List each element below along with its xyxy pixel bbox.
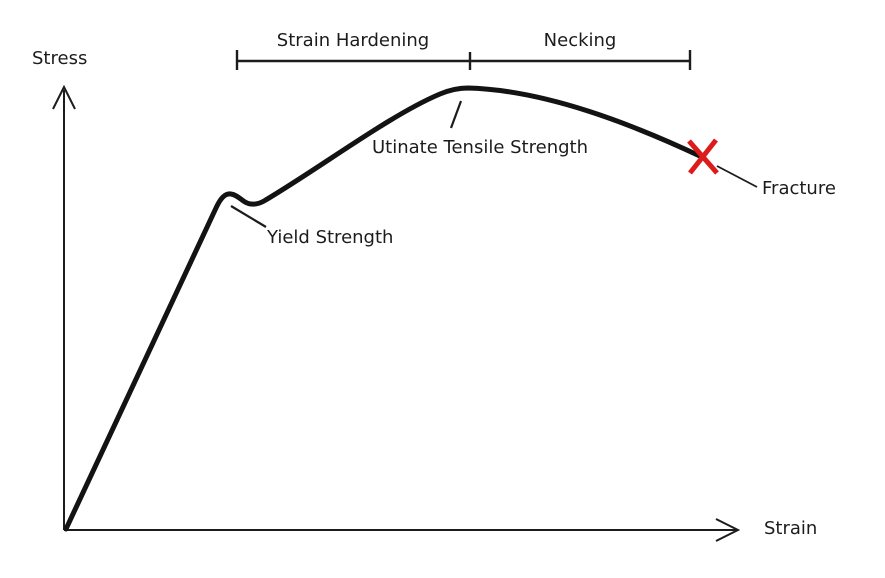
y-axis: [52, 84, 76, 530]
stress-axis-label: Stress: [32, 48, 88, 69]
uts-leader-line: [449, 100, 463, 129]
necking-region-label: Necking: [543, 30, 617, 51]
fracture-leader-line: [716, 165, 758, 188]
fracture-marker-x-icon: [687, 138, 719, 175]
fracture-x-stroke-2: [688, 138, 718, 175]
region-bracket: [235, 50, 692, 70]
strain-hardening-region-label: Strain Hardening: [276, 30, 430, 51]
yield-strength-annotation: Yield Strength: [267, 227, 394, 248]
x-axis-arrowhead-icon: [715, 518, 741, 542]
x-axis: [64, 518, 741, 542]
strain-axis-label: Strain: [764, 518, 818, 539]
yield-leader-line: [230, 205, 267, 228]
y-axis-arrowhead-icon: [52, 84, 76, 110]
fracture-annotation: Fracture: [762, 178, 836, 199]
ultimate-tensile-strength-annotation: Utinate Tensile Strength: [372, 137, 588, 158]
stress-strain-curve: [63, 85, 705, 532]
